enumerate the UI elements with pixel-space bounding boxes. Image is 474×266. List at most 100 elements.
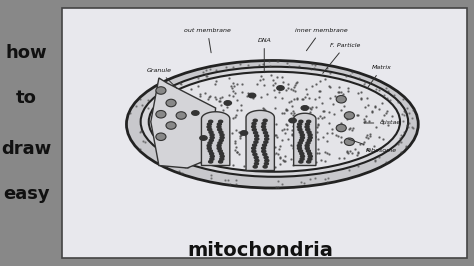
Point xyxy=(222,139,230,143)
Point xyxy=(295,64,302,68)
Point xyxy=(167,140,175,144)
Point xyxy=(206,140,214,144)
Point xyxy=(284,86,292,90)
Point xyxy=(224,101,232,105)
Circle shape xyxy=(208,150,212,152)
Point xyxy=(278,111,285,115)
Point xyxy=(363,135,370,139)
Point xyxy=(177,133,184,137)
Point xyxy=(371,104,379,108)
Circle shape xyxy=(210,155,214,158)
Point xyxy=(335,156,342,160)
Circle shape xyxy=(301,136,304,139)
Point xyxy=(155,119,163,123)
Point xyxy=(212,79,220,84)
Point xyxy=(138,103,146,107)
Point xyxy=(316,78,324,83)
Circle shape xyxy=(210,139,213,142)
Circle shape xyxy=(219,120,223,123)
Point xyxy=(260,127,268,132)
Point xyxy=(205,132,212,136)
Point xyxy=(274,59,282,64)
Circle shape xyxy=(264,132,267,134)
Point xyxy=(273,59,281,64)
Point xyxy=(326,71,334,75)
Point xyxy=(325,121,333,125)
Point xyxy=(232,182,240,186)
Point xyxy=(410,126,417,130)
Point xyxy=(296,113,303,117)
Point xyxy=(161,111,168,115)
Point xyxy=(282,122,290,127)
Point xyxy=(232,127,239,132)
Point xyxy=(400,113,408,117)
Circle shape xyxy=(248,93,256,98)
Point xyxy=(405,110,413,115)
Circle shape xyxy=(219,160,223,163)
Point xyxy=(300,181,308,186)
Point xyxy=(361,80,369,84)
Circle shape xyxy=(253,153,257,156)
Point xyxy=(154,88,162,92)
Point xyxy=(136,97,144,101)
Circle shape xyxy=(220,136,224,139)
Point xyxy=(312,160,320,164)
Point xyxy=(364,148,372,152)
Point xyxy=(237,103,245,107)
Polygon shape xyxy=(201,112,230,165)
Point xyxy=(257,95,265,99)
Circle shape xyxy=(253,144,256,146)
Point xyxy=(163,160,170,164)
Circle shape xyxy=(253,165,257,168)
Point xyxy=(303,155,311,160)
Point xyxy=(380,121,387,125)
Ellipse shape xyxy=(336,124,346,132)
Point xyxy=(318,116,326,120)
Circle shape xyxy=(262,125,265,128)
Point xyxy=(196,94,203,98)
Point xyxy=(183,98,191,102)
Point xyxy=(366,131,374,136)
Point xyxy=(209,143,216,147)
Point xyxy=(244,164,252,168)
Point xyxy=(398,112,406,116)
Point xyxy=(265,165,273,169)
Circle shape xyxy=(264,163,268,165)
Point xyxy=(194,141,201,146)
Point xyxy=(281,159,289,163)
Point xyxy=(227,182,234,186)
Point xyxy=(197,132,204,136)
Point xyxy=(283,107,290,111)
Point xyxy=(178,121,186,125)
Point xyxy=(406,120,413,125)
Point xyxy=(306,110,313,114)
Point xyxy=(155,89,163,93)
Point xyxy=(172,95,180,99)
Point xyxy=(237,136,244,140)
Point xyxy=(272,145,279,149)
Point xyxy=(141,140,149,144)
Point xyxy=(221,178,228,182)
Point xyxy=(278,96,285,100)
Point xyxy=(410,108,417,113)
Point xyxy=(287,119,294,123)
Point xyxy=(186,138,194,143)
Point xyxy=(233,82,240,86)
Point xyxy=(274,178,282,183)
Point xyxy=(314,147,321,151)
Point xyxy=(368,110,376,114)
Point xyxy=(326,110,333,114)
Point xyxy=(266,64,273,69)
Point xyxy=(181,94,189,99)
Point xyxy=(157,158,165,162)
Point xyxy=(315,95,323,99)
Point xyxy=(357,97,365,102)
Circle shape xyxy=(298,128,302,131)
Point xyxy=(323,131,330,135)
Point xyxy=(289,146,296,150)
Point xyxy=(215,117,223,122)
Point xyxy=(375,155,383,159)
Point xyxy=(212,97,220,101)
Circle shape xyxy=(298,142,302,144)
Circle shape xyxy=(301,155,304,158)
